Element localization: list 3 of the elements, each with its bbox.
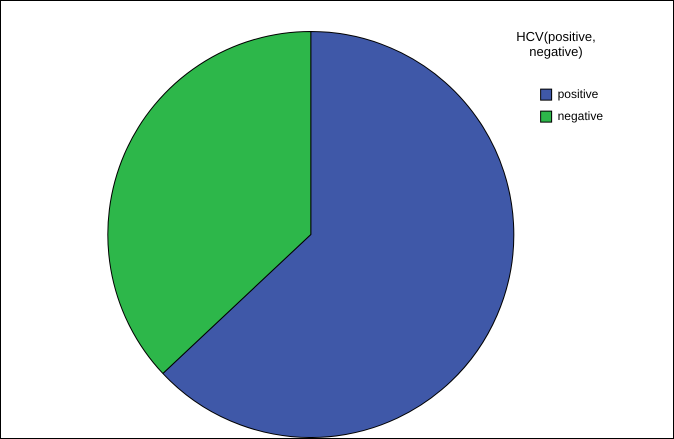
legend-label: negative: [558, 108, 604, 123]
legend-title: HCV(positive, negative): [515, 29, 597, 59]
legend-label: positive: [558, 86, 599, 101]
